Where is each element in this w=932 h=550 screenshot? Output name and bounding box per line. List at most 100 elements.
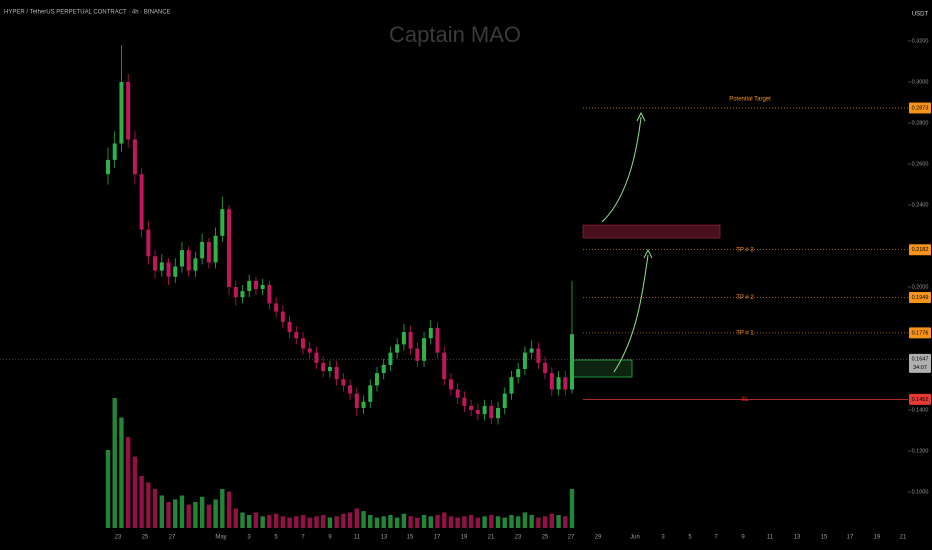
volume-bar: [112, 398, 117, 528]
volume-bar: [556, 515, 561, 528]
volume-bar: [408, 516, 413, 528]
x-tick-label: 25: [542, 535, 549, 541]
candle-body: [321, 362, 326, 372]
price-tag: [909, 393, 931, 405]
volume-bar: [146, 482, 151, 528]
x-tick-label: 11: [354, 535, 361, 541]
volume-bar: [273, 513, 279, 528]
candle-body: [253, 280, 258, 290]
x-tick-label: 17: [434, 535, 441, 541]
candle-body: [374, 373, 379, 386]
price-tag-label: 0.2873: [912, 105, 929, 111]
x-tick-label: 19: [461, 535, 468, 541]
y-tick-label: 0.2400: [912, 202, 929, 208]
x-tick-label: 25: [142, 535, 149, 541]
zone: [571, 359, 633, 378]
candle-body: [247, 280, 252, 292]
countdown: 34:07: [913, 365, 927, 371]
volume-bar: [320, 515, 326, 528]
level-label: SL: [741, 397, 749, 403]
candle-body: [206, 241, 211, 263]
volume-bar: [381, 516, 386, 528]
volume-bar: [394, 517, 400, 528]
level-label: TP # 1: [736, 330, 754, 336]
candle-body: [153, 256, 158, 271]
volume-bar: [199, 496, 205, 528]
candle-body: [106, 159, 110, 175]
x-tick-label: May: [215, 535, 226, 541]
volume-bar: [334, 516, 339, 528]
volume-bar: [415, 517, 420, 528]
x-tick-label: 3: [661, 535, 665, 541]
arrowhead: [643, 248, 653, 259]
y-tick-label: 0.2800: [912, 120, 929, 126]
volume-bar: [240, 512, 245, 528]
volume-bar: [193, 502, 198, 528]
symbol: HYPER / TetherUS PERPETUAL CONTRACT · 4h…: [4, 10, 171, 16]
y-tick-label: 0.1400: [912, 407, 929, 413]
candle-body: [502, 393, 507, 408]
candle-body: [260, 284, 265, 290]
candle-body: [388, 352, 393, 365]
candle-body: [361, 401, 366, 408]
arrow: [613, 254, 649, 373]
watermark: Captain MAO: [389, 22, 521, 47]
arrow: [601, 116, 642, 223]
candle-body: [455, 389, 460, 398]
candle-body: [516, 369, 521, 378]
candle-body: [482, 405, 487, 415]
candle-body: [354, 393, 359, 408]
volume-bar: [294, 516, 299, 528]
candle-body: [570, 334, 574, 390]
candle-body: [240, 291, 245, 298]
y-tick-label: 0.1200: [912, 448, 929, 454]
x-tick-label: 23: [115, 535, 122, 541]
volume-bar: [368, 515, 373, 528]
x-tick-label: 27: [169, 535, 176, 541]
candle-body: [422, 338, 427, 361]
candle-body: [227, 209, 232, 287]
volume-bar: [468, 515, 474, 528]
volume-bar: [132, 456, 138, 528]
candle-body: [448, 379, 453, 390]
volume-bar: [374, 517, 380, 528]
volume-bar: [482, 516, 487, 528]
price-tag: [909, 327, 931, 339]
x-tick-label: 5: [274, 535, 278, 541]
candle-body: [489, 405, 494, 419]
candle-body: [408, 332, 413, 349]
volume-bar: [307, 517, 312, 528]
volume-bar: [226, 491, 232, 528]
candle-body: [200, 241, 205, 259]
x-tick-label: 7: [301, 535, 305, 541]
volume-bar: [549, 513, 555, 528]
candle-body: [334, 366, 339, 380]
arrowhead: [636, 111, 646, 122]
volume-bar: [475, 517, 481, 528]
volume-bar: [119, 417, 124, 528]
candle-body: [556, 377, 561, 390]
x-tick-label: 9: [741, 535, 745, 541]
candle-body: [549, 373, 554, 390]
price-tag-label: 0.1776: [912, 330, 929, 336]
x-tick-label: 15: [821, 535, 828, 541]
price-tag-label: 0.1949: [912, 295, 929, 301]
y-tick-label: 0.2000: [912, 284, 929, 290]
candle-body: [327, 366, 332, 372]
candle-body: [126, 82, 131, 140]
price-tag: [909, 102, 931, 114]
plot: 0.1000 0.1200 0.1400 0.2000 0.2400 0.2600 0.28…: [0, 38, 931, 541]
volume-bar: [233, 508, 238, 528]
candle-body: [166, 262, 171, 277]
volume-bar: [516, 516, 521, 528]
candle-body: [462, 397, 467, 406]
price-tag-label: 0.1452: [912, 397, 929, 403]
volume-bar: [186, 504, 191, 528]
candle-body: [435, 328, 440, 353]
candle-body: [543, 362, 548, 374]
candle-body: [213, 235, 218, 263]
candle-body: [274, 303, 279, 312]
x-tick-label: 11: [767, 535, 774, 541]
candle-body: [529, 348, 534, 353]
volume-bar: [173, 499, 178, 528]
